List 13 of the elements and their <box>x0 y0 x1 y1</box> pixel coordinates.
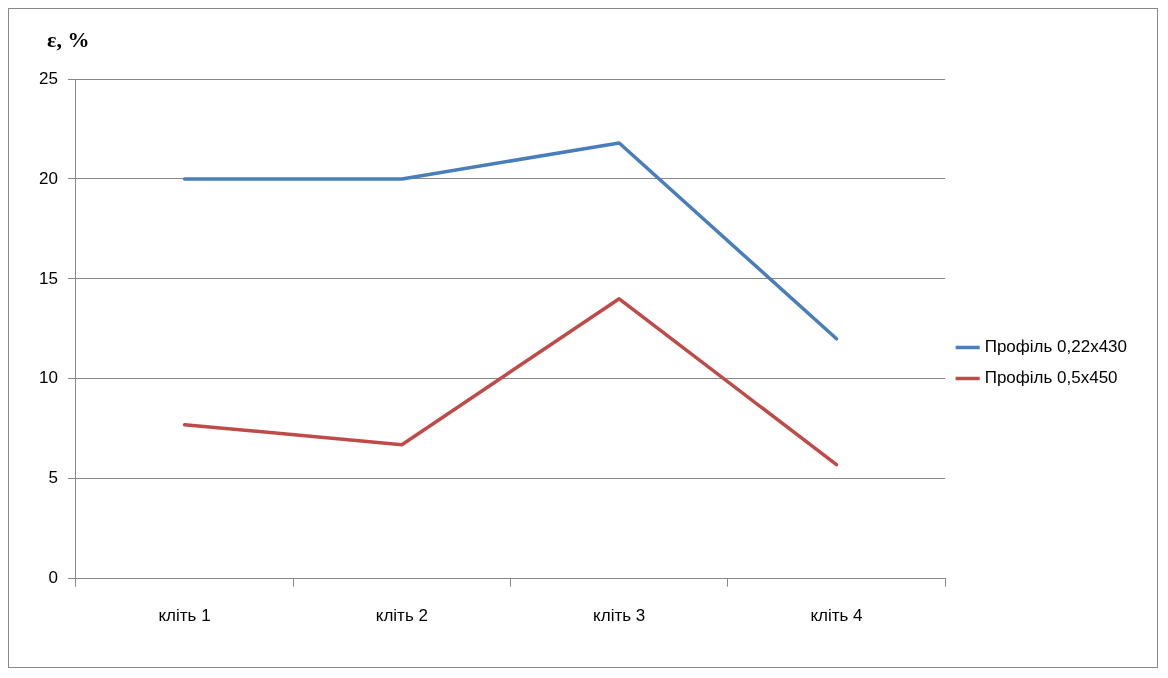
y-tick-label: 10 <box>38 368 58 388</box>
x-tick-label: кліть 4 <box>810 606 863 626</box>
y-tick-label: 25 <box>38 68 58 88</box>
x-tick-label: кліть 1 <box>158 606 211 626</box>
y-axis-title: ε, % <box>47 26 90 52</box>
x-tick-label: кліть 3 <box>593 606 646 626</box>
y-tick-label: 20 <box>38 168 58 188</box>
y-tick-label: 5 <box>48 468 58 488</box>
x-tick-label: кліть 2 <box>375 606 428 626</box>
y-tick-label: 0 <box>48 568 58 588</box>
legend-label: Профіль 0,5х450 <box>984 368 1118 388</box>
y-tick-label: 15 <box>38 268 58 288</box>
legend-label: Профіль 0,22х430 <box>984 337 1127 357</box>
